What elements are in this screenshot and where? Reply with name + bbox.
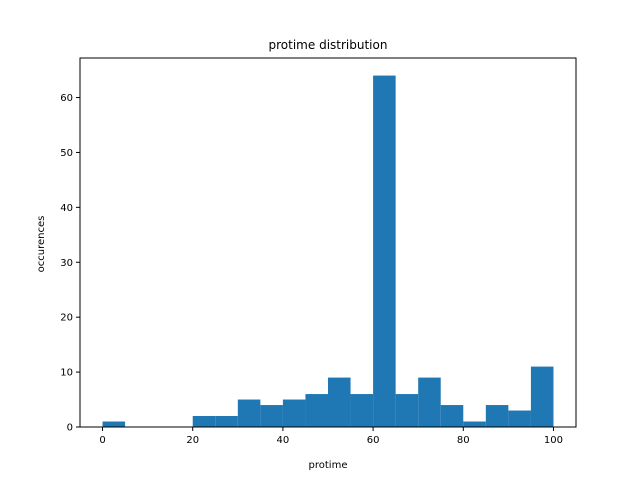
chart-title: protime distribution xyxy=(269,38,388,52)
x-tick-label: 20 xyxy=(186,435,199,446)
x-axis-label: protime xyxy=(309,460,348,471)
x-tick-label: 60 xyxy=(367,435,380,446)
histogram-bar xyxy=(440,405,464,427)
y-axis: 0 10 20 30 40 50 60 xyxy=(60,93,80,434)
histogram-bar xyxy=(215,416,238,427)
histogram-bar xyxy=(463,421,486,427)
histogram-bar xyxy=(192,416,216,427)
y-axis-label: occurences xyxy=(36,216,47,273)
histogram-bar xyxy=(305,394,328,427)
x-tick-label: 80 xyxy=(457,435,470,446)
y-tick-label: 20 xyxy=(60,313,73,324)
x-tick-label: 0 xyxy=(99,435,105,446)
histogram-bar xyxy=(395,394,419,427)
histogram-bar xyxy=(485,405,509,427)
y-tick-label: 30 xyxy=(60,258,73,269)
histogram-bar xyxy=(530,366,554,427)
histogram-bar xyxy=(418,377,441,427)
histogram-bar xyxy=(508,410,531,427)
plot-frame xyxy=(79,57,577,428)
x-axis: 0 20 40 60 80 100 xyxy=(99,427,563,446)
histogram-bar xyxy=(102,421,126,427)
histogram-bar xyxy=(237,399,261,427)
y-tick-label: 10 xyxy=(60,368,73,379)
histogram-bar xyxy=(260,405,283,427)
histogram-bar xyxy=(328,377,351,427)
x-tick-label: 40 xyxy=(277,435,290,446)
bars-group xyxy=(102,75,554,428)
histogram-bar xyxy=(373,75,396,428)
y-tick-label: 50 xyxy=(60,148,73,159)
y-tick-label: 40 xyxy=(60,203,73,214)
y-tick-label: 60 xyxy=(60,93,73,104)
x-tick-label: 100 xyxy=(544,435,563,446)
y-tick-label: 0 xyxy=(67,423,73,434)
histogram-bar xyxy=(350,394,374,427)
histogram-bar xyxy=(282,399,306,427)
